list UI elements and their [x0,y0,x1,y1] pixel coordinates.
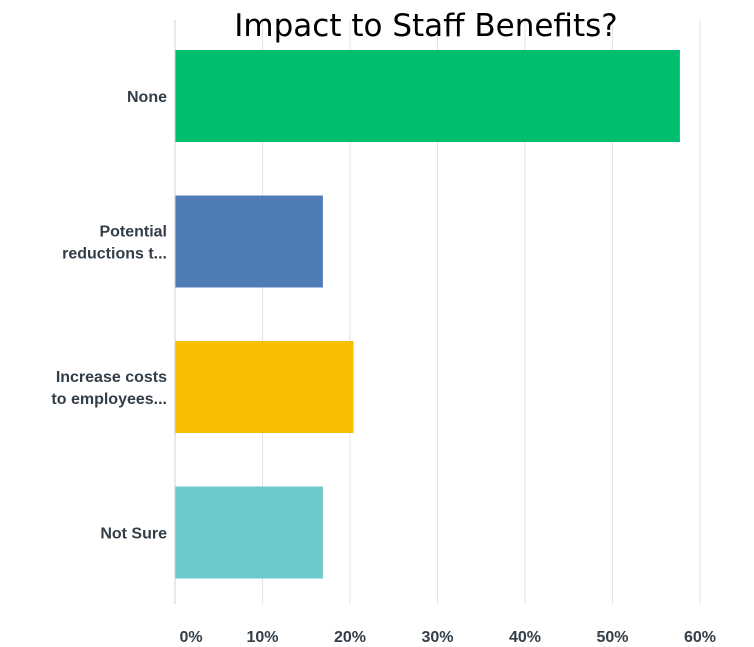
x-tick-label: 20% [334,629,366,646]
chart-title: Impact to Staff Benefits? [234,8,617,44]
bar [175,196,323,288]
category-label: Increase costs [56,369,167,386]
category-label: to employees... [51,391,167,408]
bar [175,341,354,433]
x-tick-labels: 0% 10% 20% 30% 40% 50% 60% [179,629,716,646]
category-label: reductions t... [62,246,167,263]
x-tick-label: 60% [684,629,716,646]
x-tick-label: 10% [246,629,278,646]
x-tick-label: 0% [179,629,202,646]
category-label: None [127,89,167,106]
x-tick-label: 50% [596,629,628,646]
category-labels: None Potential reductions t... Increase cos… [51,89,167,543]
x-tick-label: 40% [509,629,541,646]
bar [175,487,323,579]
category-label: Not Sure [100,526,167,543]
bar [175,50,680,142]
bars [175,50,680,579]
category-label: Potential [99,224,167,241]
x-tick-label: 30% [421,629,453,646]
